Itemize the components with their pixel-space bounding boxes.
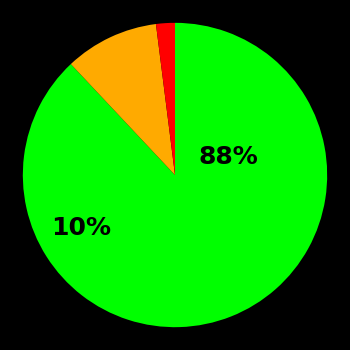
Text: 10%: 10%: [51, 216, 111, 240]
Wedge shape: [23, 23, 327, 327]
Text: 88%: 88%: [198, 145, 258, 169]
Wedge shape: [71, 24, 175, 175]
Wedge shape: [156, 23, 175, 175]
